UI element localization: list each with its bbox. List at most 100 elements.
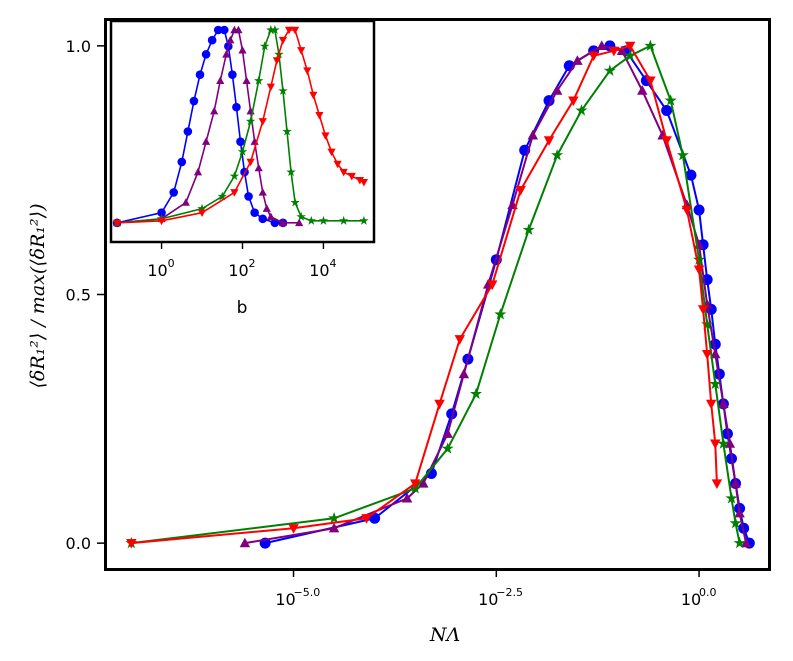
inset-x-tick-exponent: 2: [249, 257, 256, 270]
inset-data-point: [355, 176, 364, 185]
inset-data-point: [282, 126, 292, 136]
main-data-point: [409, 479, 421, 489]
main-data-point: [239, 537, 251, 548]
inset-x-tick-label: 10: [228, 261, 248, 280]
main-data-point: [661, 136, 672, 146]
main-data-point: [724, 438, 736, 448]
main-data-point: [458, 368, 470, 379]
inset-data-point: [266, 25, 276, 34]
inset-data-point: [222, 50, 231, 58]
main-data-point: [693, 204, 705, 216]
inset-x-tick-label: 10: [147, 261, 167, 280]
inset-data-point: [195, 70, 205, 79]
inset-data-point: [297, 47, 306, 55]
inset-data-point: [339, 168, 348, 177]
inset-data-point: [216, 76, 225, 84]
main-data-point: [551, 85, 563, 95]
main-x-tick-exponent: 0.0: [699, 586, 717, 599]
main-data-point: [730, 477, 741, 488]
inset-data-point: [245, 116, 256, 126]
inset-data-point: [229, 171, 240, 181]
inset-data-point: [213, 25, 223, 35]
main-data-point: [527, 129, 539, 140]
inset-data-point: [309, 91, 318, 100]
inset-data-point: [291, 26, 300, 35]
inset-data-point: [290, 197, 300, 207]
inset-x-tick-exponent: 4: [329, 257, 336, 270]
main-x-tick-label: 10: [681, 590, 701, 609]
inset-data-point: [286, 167, 296, 177]
main-x-tick-exponent: −2.5: [496, 586, 523, 599]
inset-data-point: [260, 41, 270, 51]
main-data-point: [624, 49, 637, 61]
inset-data-point: [303, 67, 312, 75]
inset-data-point: [250, 208, 259, 217]
main-series-line-red-triangles-down: [131, 44, 718, 545]
main-data-point: [328, 511, 341, 524]
inset-data-point: [284, 26, 294, 35]
inset-data-point: [189, 96, 199, 106]
inset-data-point: [242, 76, 251, 84]
inset-data-point: [169, 188, 179, 197]
main-data-point: [718, 398, 729, 409]
main-data-point: [361, 514, 372, 524]
main-data-point: [572, 55, 583, 65]
inset-data-point: [228, 70, 237, 79]
main-data-point: [616, 45, 628, 55]
main-x-axis-label: NΛ: [429, 624, 460, 646]
inset-data-point: [181, 198, 190, 206]
inset-data-point: [278, 218, 288, 227]
main-data-point: [522, 223, 535, 235]
main-data-point: [733, 536, 746, 549]
inset-data-point: [359, 215, 369, 225]
inset-data-point: [321, 132, 330, 140]
inset-data-point: [232, 102, 241, 112]
inset-data-point: [236, 137, 245, 146]
main-series-green-stars: [125, 39, 746, 549]
inset-x-axis-label: b: [237, 298, 248, 318]
main-data-point: [418, 477, 429, 488]
main-data-point: [608, 46, 620, 57]
inset-data-point: [193, 167, 203, 176]
main-data-point: [644, 39, 657, 51]
inset-data-point: [318, 215, 329, 225]
main-data-point: [328, 522, 340, 533]
main-data-point: [725, 492, 738, 504]
main-data-point: [543, 136, 555, 146]
main-data-point: [454, 335, 466, 345]
inset-data-point: [219, 25, 229, 35]
inset-data-point: [278, 85, 288, 95]
inset-data-point: [258, 118, 267, 126]
inset-data-point: [306, 215, 316, 225]
main-data-point: [588, 51, 599, 62]
main-y-tick-label: 0.0: [66, 534, 91, 553]
main-data-point: [441, 442, 454, 454]
main-data-point: [740, 537, 752, 548]
main-data-point: [543, 95, 555, 107]
main-series-red-triangles-down: [126, 41, 723, 549]
inset-data-point: [210, 106, 219, 115]
main-data-point: [697, 305, 709, 315]
inset-data-point: [327, 148, 336, 157]
main-data-point: [693, 253, 706, 265]
inset-data-point: [266, 83, 275, 92]
main-data-point: [551, 148, 564, 161]
main-plot-frame: [104, 18, 771, 571]
inset-series-line-red-triangles-down: [117, 29, 365, 224]
inset-data-point: [207, 35, 217, 45]
inset-data-point: [315, 112, 324, 120]
inset-series-blue-circles: [112, 25, 288, 228]
main-y-axis-label: ⟨δR₁²⟩ / max(⟨δR₁²⟩): [27, 204, 49, 389]
inset-data-point: [246, 158, 255, 167]
inset-data-point: [177, 157, 187, 167]
inset-data-point: [230, 189, 239, 197]
inset-x-tick-exponent: 0: [168, 257, 175, 270]
main-data-point: [701, 350, 713, 360]
inset-data-point: [270, 25, 280, 34]
inset-data-point: [237, 146, 248, 156]
main-data-point: [645, 76, 656, 87]
main-data-point: [126, 539, 137, 549]
main-data-point: [470, 387, 483, 400]
inset-data-point: [258, 188, 267, 196]
main-data-point: [661, 105, 673, 117]
